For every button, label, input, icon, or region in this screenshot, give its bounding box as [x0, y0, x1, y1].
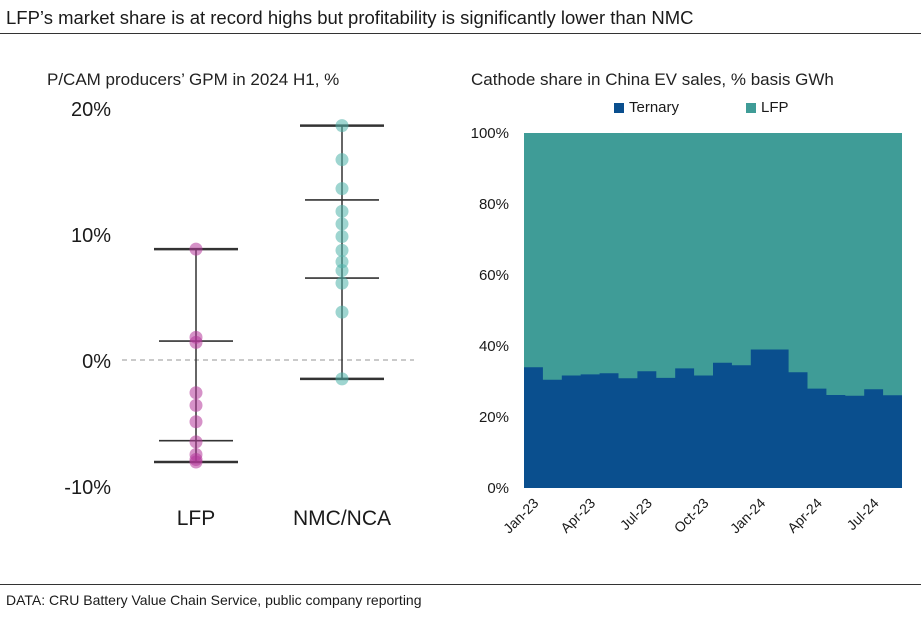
stacked-area-chart: 100% 80% 60% 40% 20% 0%Jan-23 Apr-23 Jul-23 Oct-…	[471, 125, 902, 536]
category-label: NMC/NCA	[293, 507, 391, 530]
legend-swatch-lfp	[746, 102, 756, 113]
legend-label-lfp: LFP	[761, 99, 789, 116]
box-chart-title: P/CAM producers’ GPM in 2024 H1, %	[47, 70, 340, 89]
x-tick-label: Jan-24	[727, 495, 769, 537]
data-point	[189, 335, 203, 349]
x-tick-label: Apr-23	[557, 495, 598, 536]
bottom-divider	[0, 584, 921, 585]
data-point	[335, 204, 349, 218]
headline: LFP’s market share is at record highs bu…	[6, 7, 694, 28]
y-tick-label: 40%	[479, 338, 509, 355]
data-point	[335, 264, 349, 278]
data-point	[335, 372, 349, 386]
y-tick-label: 100%	[471, 125, 509, 142]
x-tick-label: Jul-23	[617, 495, 655, 533]
legend-swatch-ternary	[614, 102, 624, 113]
x-tick-label: Jan-23	[500, 495, 542, 537]
box-plot: 20% 10% 0% -10% LFP NMC/NCA	[64, 99, 414, 530]
legend-item-lfp: LFP	[746, 99, 789, 116]
data-point	[335, 182, 349, 196]
x-tick-label: Apr-24	[784, 495, 825, 536]
data-point	[189, 435, 203, 449]
y-tick-label: 0%	[82, 351, 111, 373]
y-tick-label: 80%	[479, 196, 509, 213]
source-note: DATA: CRU Battery Value Chain Service, p…	[6, 592, 422, 608]
data-point	[335, 243, 349, 257]
y-tick-label: 10%	[71, 225, 111, 247]
y-tick-label: -10%	[64, 477, 111, 499]
data-point	[335, 305, 349, 319]
data-point	[189, 386, 203, 400]
data-point	[189, 415, 203, 429]
data-point	[335, 276, 349, 290]
y-tick-label: 60%	[479, 267, 509, 284]
top-divider	[0, 33, 921, 34]
legend-label-ternary: Ternary	[629, 99, 680, 116]
data-point	[335, 230, 349, 244]
data-point	[335, 153, 349, 167]
area-ternary	[524, 349, 902, 488]
data-point	[189, 455, 203, 469]
data-point	[335, 217, 349, 231]
category-label: LFP	[177, 507, 216, 530]
x-tick-label: Jul-24	[843, 495, 881, 533]
data-point	[335, 119, 349, 133]
legend-item-ternary: Ternary	[614, 99, 679, 116]
y-tick-label: 20%	[479, 409, 509, 426]
data-point	[189, 242, 203, 256]
y-tick-label: 20%	[71, 99, 111, 121]
y-tick-label: 0%	[487, 480, 509, 497]
area-chart-title: Cathode share in China EV sales, % basis…	[471, 70, 834, 89]
data-point	[189, 398, 203, 412]
x-tick-label: Oct-23	[671, 495, 712, 536]
